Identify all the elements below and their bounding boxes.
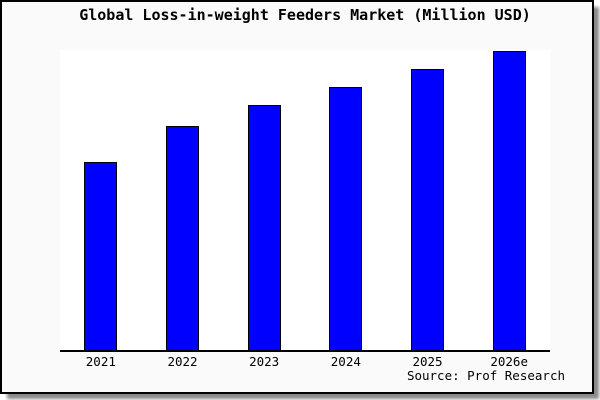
x-axis-labels: 2021 2022 2023 2024 2025 2026e [60, 354, 550, 369]
chart-frame: Global Loss-in-weight Feeders Market (Mi… [0, 0, 594, 394]
chart-title: Global Loss-in-weight Feeders Market (Mi… [79, 6, 531, 24]
bar-2022 [166, 126, 199, 350]
x-tick-2026e: 2026e [490, 354, 528, 369]
x-tick-2022: 2022 [167, 354, 198, 369]
source-note: Source: Prof Research [406, 368, 565, 383]
bar-2021 [84, 162, 118, 350]
bar-2023 [247, 105, 281, 350]
bar-2025 [411, 69, 444, 350]
x-tick-2023: 2023 [249, 354, 280, 369]
bar-2026e [492, 51, 526, 350]
x-tick-2024: 2024 [330, 354, 361, 369]
plot-area [60, 50, 550, 352]
x-tick-2021: 2021 [85, 354, 116, 369]
x-tick-2025: 2025 [412, 354, 443, 369]
bar-2024 [329, 87, 363, 350]
